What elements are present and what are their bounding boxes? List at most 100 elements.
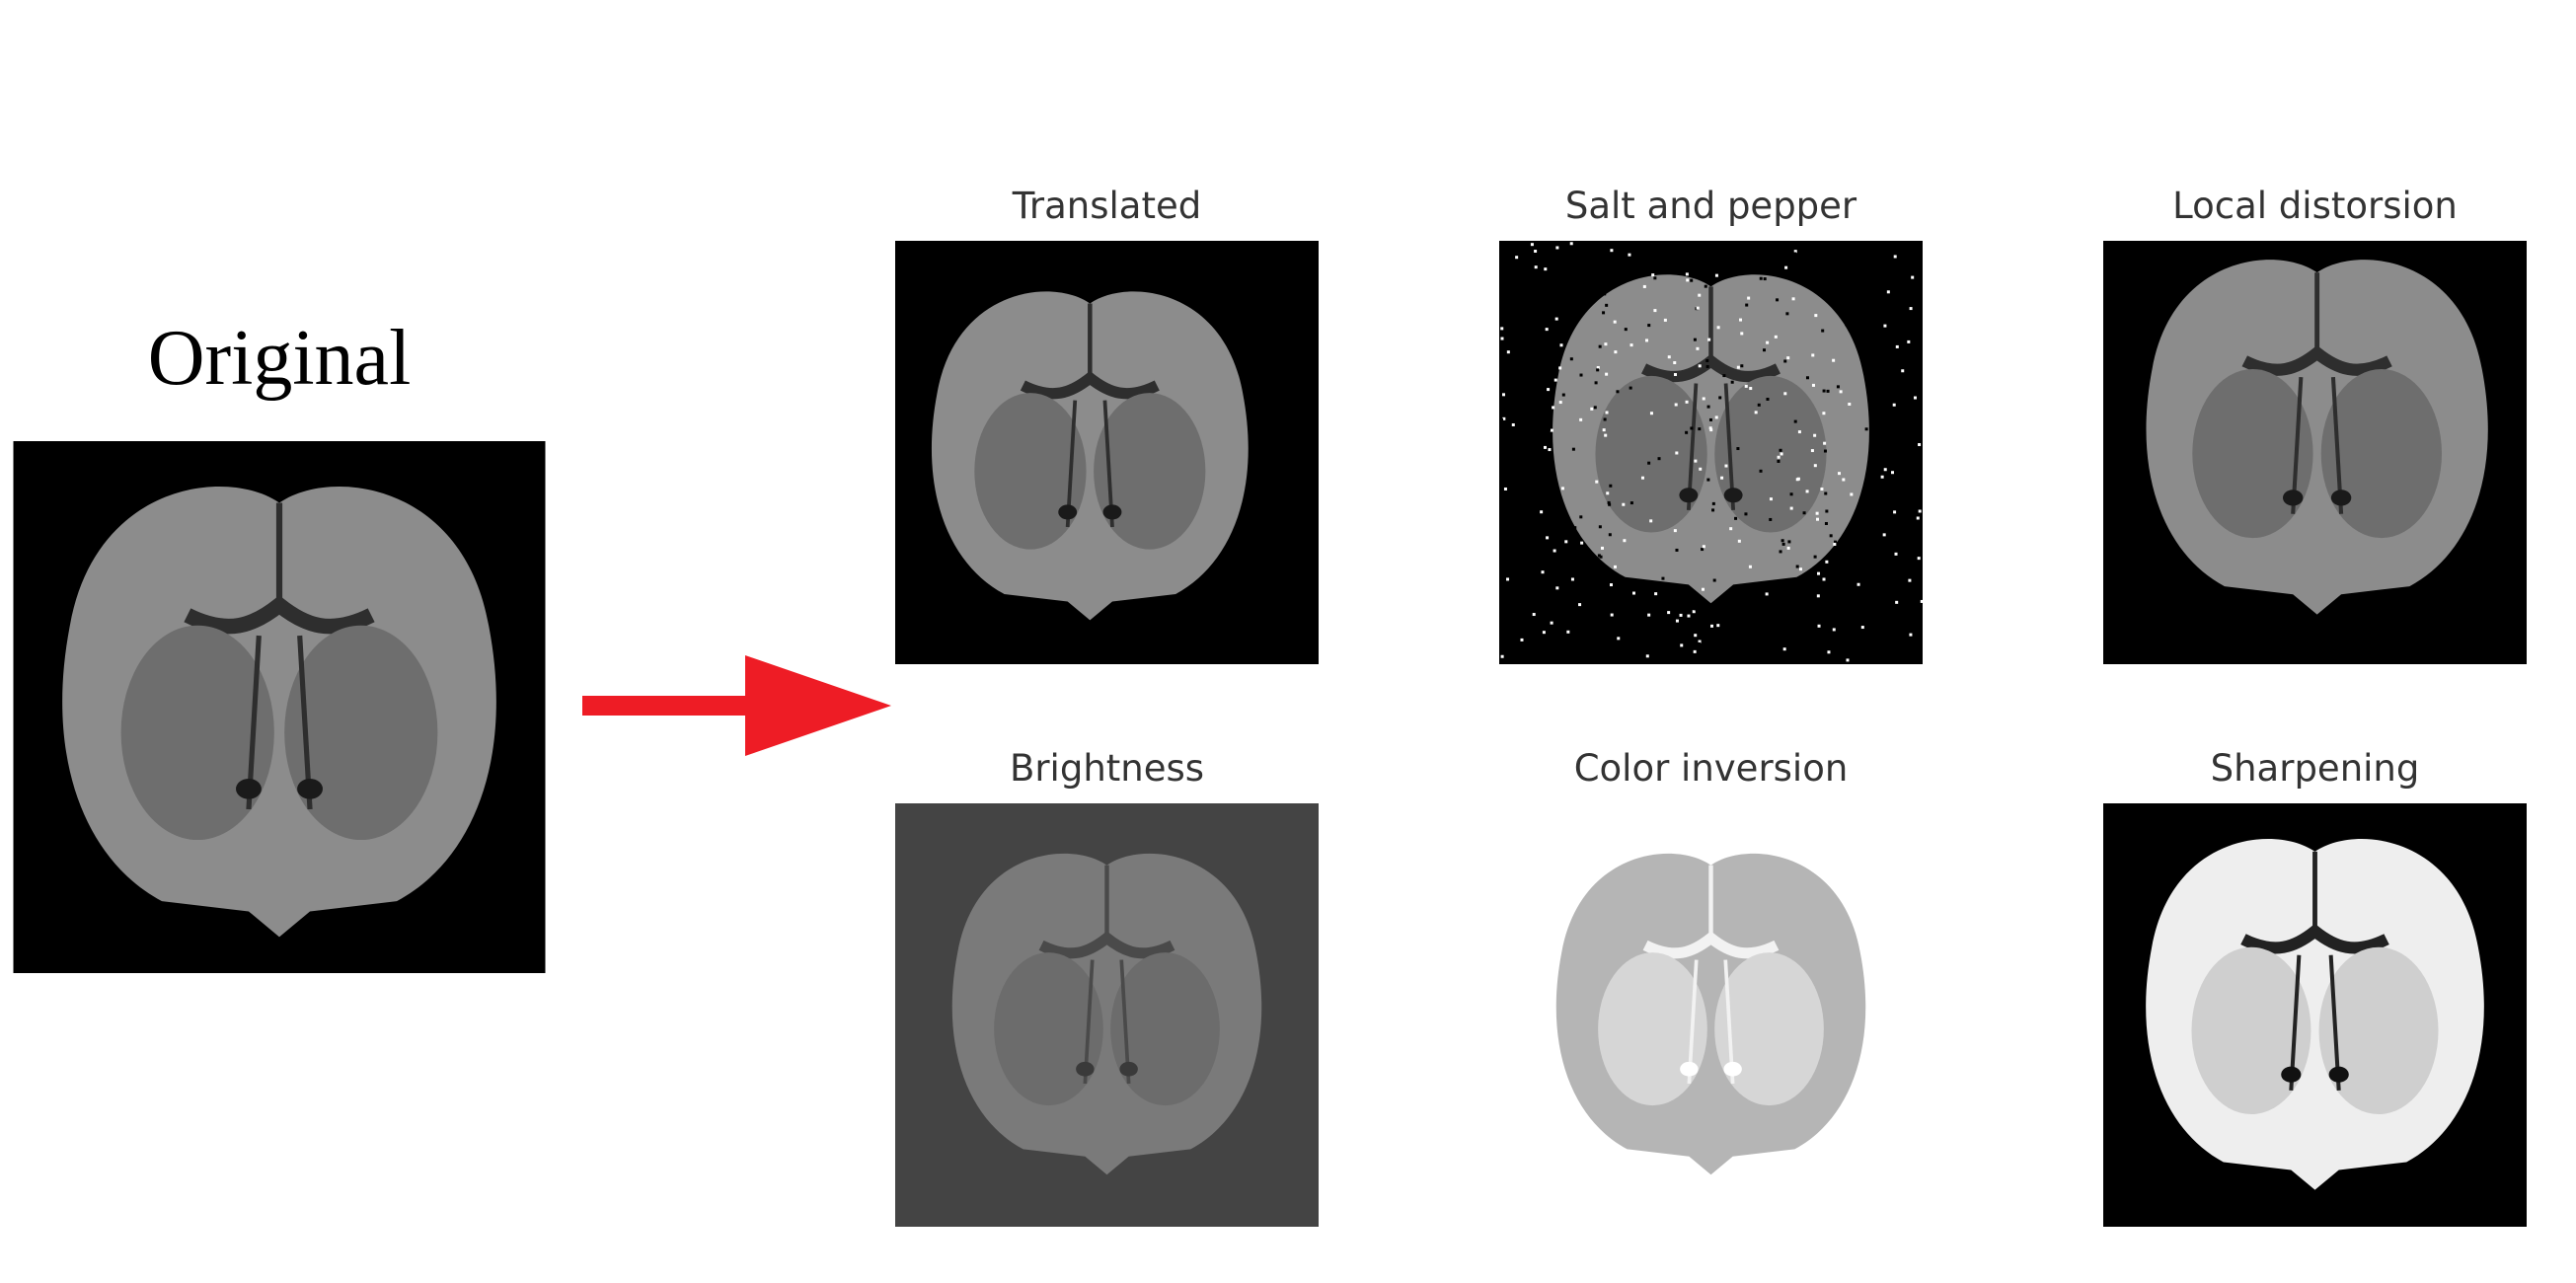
noise-dot — [1654, 592, 1658, 596]
noise-dot — [1685, 272, 1689, 276]
noise-dot — [1631, 591, 1635, 595]
noise-dot — [1828, 630, 1832, 634]
noise-dot — [1780, 539, 1784, 543]
noise-dot — [1599, 555, 1603, 559]
noise-dot — [1702, 545, 1705, 549]
noise-dot — [1916, 429, 1920, 433]
noise-dot — [1603, 292, 1607, 296]
noise-dot — [1613, 565, 1617, 568]
noise-dot — [1579, 417, 1583, 421]
noise-dot — [1722, 374, 1726, 378]
left-lobe — [994, 952, 1103, 1106]
noise-dot — [1653, 309, 1657, 313]
noise-dot — [1862, 582, 1866, 586]
noise-dot — [1789, 506, 1793, 510]
noise-dot — [1696, 306, 1700, 310]
noise-dot — [1685, 400, 1689, 404]
noise-dot — [1649, 412, 1653, 415]
noise-dot — [1807, 284, 1811, 288]
noise-dot — [1817, 624, 1821, 628]
noise-dot — [1530, 243, 1534, 247]
noise-dot — [1538, 450, 1542, 454]
noise-dot — [1880, 284, 1884, 288]
noise-dot — [1647, 613, 1651, 617]
noise-dot — [1709, 428, 1713, 432]
ventricle-band — [2241, 344, 2392, 376]
noise-dot — [1554, 317, 1558, 321]
right-lobe — [1094, 393, 1206, 550]
noise-dot — [1708, 426, 1712, 430]
noise-dot — [1901, 241, 1905, 245]
noise-dot — [1781, 542, 1785, 546]
noise-dot — [1858, 254, 1862, 258]
noise-dot — [1548, 448, 1552, 452]
noise-dot — [1570, 577, 1574, 581]
noise-dot — [1716, 326, 1720, 330]
noise-dot — [1787, 540, 1791, 544]
noise-dot — [1538, 429, 1542, 433]
left-lobe — [2191, 946, 2311, 1115]
noise-dot — [1856, 582, 1860, 586]
noise-dot — [1783, 392, 1787, 396]
noise-dot — [1837, 472, 1841, 476]
noise-dot — [1605, 372, 1609, 376]
noise-dot — [1818, 251, 1822, 255]
noise-dot — [1882, 464, 1886, 468]
noise-dot — [1832, 660, 1836, 664]
noise-dot — [1552, 290, 1555, 294]
noise-dot — [1714, 658, 1718, 662]
noise-dot — [1502, 416, 1506, 420]
noise-dot — [1598, 344, 1602, 348]
noise-dot — [1529, 335, 1533, 339]
panel-image — [2103, 803, 2527, 1227]
noise-dot — [1596, 368, 1600, 372]
noise-dot — [1622, 502, 1626, 506]
noise-dot — [1888, 281, 1892, 285]
noise-dot — [1531, 286, 1535, 291]
noise-dot — [1550, 347, 1553, 351]
noise-dot — [1782, 647, 1786, 651]
noise-dot — [1797, 430, 1801, 434]
noise-dot — [1580, 541, 1584, 545]
noise-dot — [1720, 476, 1724, 480]
noise-dot — [1815, 511, 1819, 515]
noise-dot — [1819, 268, 1823, 272]
noise-dot — [1740, 364, 1744, 368]
noise-dot — [1558, 401, 1562, 405]
noise-dot — [1905, 458, 1909, 462]
noise-dot — [1816, 594, 1820, 598]
hole — [1102, 504, 1122, 520]
noise-dot — [1515, 256, 1519, 260]
hole — [297, 778, 323, 799]
ventricle-band — [2240, 923, 2389, 954]
noise-dot — [1895, 600, 1899, 604]
noise-dot — [1916, 516, 1920, 520]
noise-dot — [1506, 350, 1510, 354]
noise-dot — [1663, 244, 1667, 248]
panel-image — [1499, 803, 1923, 1227]
noise-dot — [1609, 583, 1613, 587]
noise-dot — [1629, 386, 1632, 390]
noise-dot — [1546, 367, 1550, 371]
noise-dot — [1534, 269, 1538, 273]
noise-dot — [1791, 297, 1795, 301]
noise-dot — [1833, 540, 1837, 544]
noise-dot — [1759, 469, 1763, 473]
noise-dot — [1851, 316, 1855, 320]
noise-dot — [1832, 628, 1836, 632]
noise-dot — [1711, 501, 1715, 505]
noise-dot — [1880, 475, 1884, 479]
noise-dot — [1596, 366, 1600, 370]
noise-dot — [1544, 267, 1548, 271]
noise-dot — [1536, 369, 1540, 373]
noise-dot — [1848, 402, 1852, 407]
noise-dot — [1511, 422, 1515, 426]
noise-dot — [1703, 245, 1706, 249]
noise-dot — [1918, 443, 1922, 447]
noise-dot — [1918, 509, 1922, 513]
noise-dot — [1886, 323, 1890, 327]
noise-dot — [1842, 478, 1846, 482]
noise-dot — [1595, 480, 1599, 484]
brain — [1553, 274, 1869, 604]
